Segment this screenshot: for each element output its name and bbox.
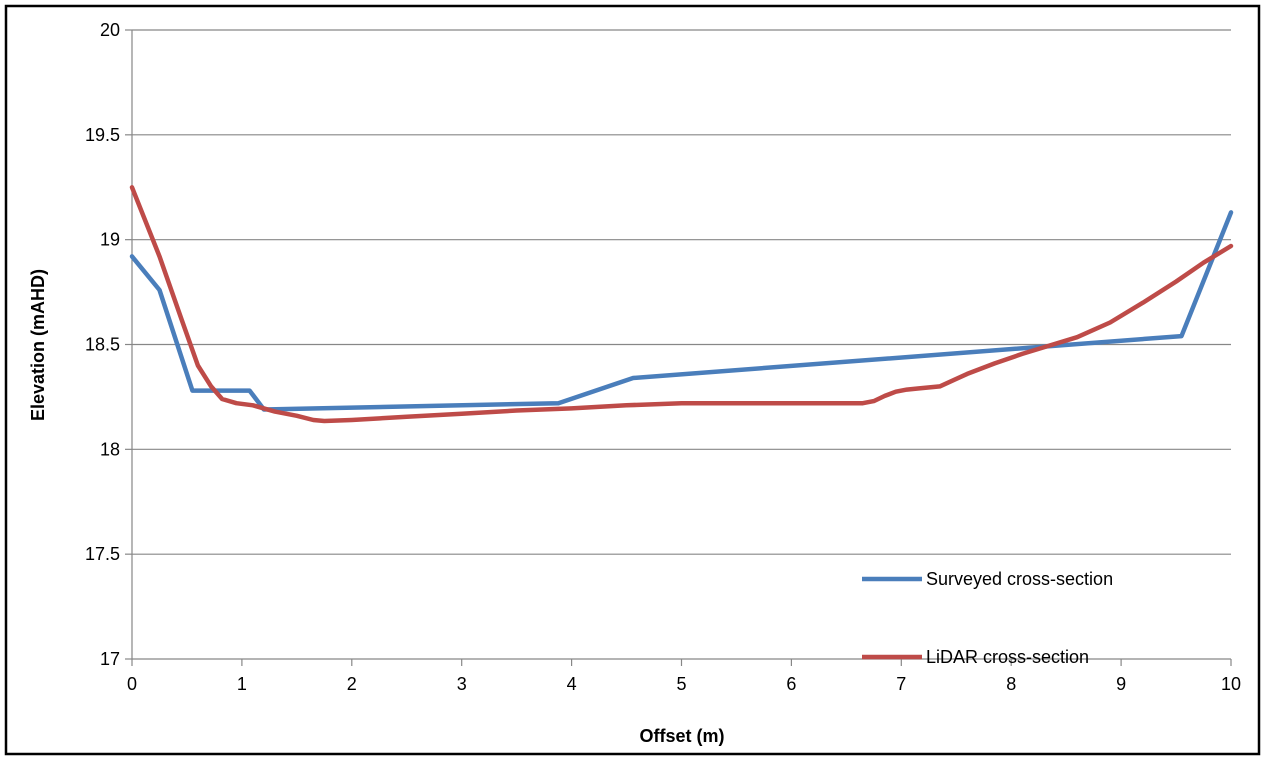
gridlines xyxy=(132,29,1231,555)
y-tick-label: 18.5 xyxy=(85,335,120,355)
y-tick-label: 20 xyxy=(100,20,120,40)
y-tick-label: 19.5 xyxy=(85,125,120,145)
axes: 17 17.5 18 18.5 19 19.5 20 0 1 2 3 4 5 6 7 8 9 10 xyxy=(85,20,1241,694)
legend: Surveyed cross-section LiDAR cross-sectio… xyxy=(862,569,1113,667)
x-tick-label: 10 xyxy=(1221,674,1241,694)
x-tick-label: 7 xyxy=(896,674,906,694)
series-lines xyxy=(129,185,1234,424)
series-line-2 xyxy=(129,185,1234,424)
x-axis-title: Offset (m) xyxy=(640,726,725,746)
x-tick-label: 9 xyxy=(1116,674,1126,694)
x-tick-label: 6 xyxy=(786,674,796,694)
x-tick-label: 5 xyxy=(676,674,686,694)
legend-label-1: Surveyed cross-section xyxy=(926,569,1113,589)
y-tick-label: 17.5 xyxy=(85,544,120,564)
x-tick-label: 4 xyxy=(567,674,577,694)
x-tick-label: 0 xyxy=(127,674,137,694)
x-tick-label: 3 xyxy=(457,674,467,694)
y-axis-title: Elevation (mAHD) xyxy=(28,269,48,421)
y-tick-label: 19 xyxy=(100,230,120,250)
legend-label-2: LiDAR cross-section xyxy=(926,647,1089,667)
x-tick-label: 8 xyxy=(1006,674,1016,694)
y-tick-label: 18 xyxy=(100,439,120,459)
x-tick-label: 2 xyxy=(347,674,357,694)
x-tick-label: 1 xyxy=(237,674,247,694)
y-tick-label: 17 xyxy=(100,649,120,669)
